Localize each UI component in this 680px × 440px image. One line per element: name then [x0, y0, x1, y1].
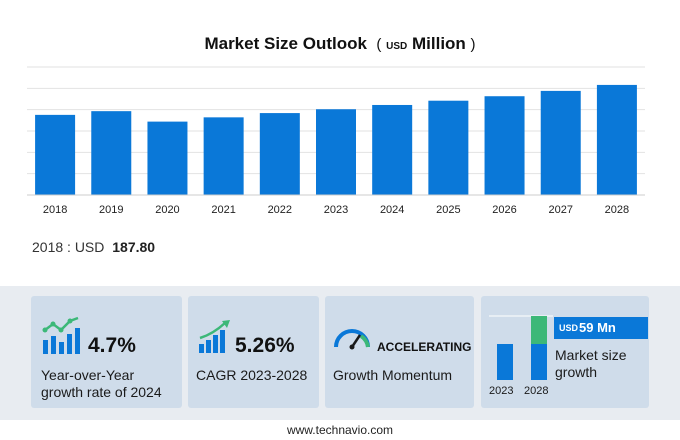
- base-year-label: 2018 : USD: [32, 239, 105, 255]
- cagr-value: 5.26%: [235, 334, 295, 357]
- growth-label-line2: growth: [555, 364, 598, 380]
- x-tick-label-2020: 2020: [155, 204, 179, 216]
- x-tick-label-2023: 2023: [324, 204, 348, 216]
- title-close-paren: ): [470, 36, 476, 53]
- footer-url: www.technavio.com: [286, 423, 394, 437]
- growth-chart-icon: [42, 316, 80, 354]
- momentum-label: Growth Momentum: [333, 367, 453, 383]
- x-tick-label-2019: 2019: [99, 204, 123, 216]
- growth-label-line1: Market size: [555, 347, 627, 363]
- speedometer-icon: [334, 329, 370, 350]
- bar-2025: [428, 100, 469, 195]
- bar-2024: [372, 104, 413, 195]
- cagr-growth-icon: [199, 320, 230, 353]
- growth-year-b: 2028: [524, 385, 549, 397]
- chart-title: Market Size Outlook ( USD Million ): [0, 34, 680, 54]
- bar-2028: [596, 84, 637, 195]
- badge-usd: USD: [559, 323, 579, 333]
- x-tick-label-2028: 2028: [605, 204, 629, 216]
- growth-year-a: 2023: [489, 385, 514, 397]
- bar-2023: [316, 109, 356, 195]
- base-year-value: 2018 : USD 187.80: [32, 239, 155, 255]
- cagr-label: CAGR 2023-2028: [196, 367, 308, 383]
- bar-2021: [203, 117, 244, 195]
- x-tick-label-2025: 2025: [436, 204, 460, 216]
- x-tick-label-2024: 2024: [380, 204, 404, 216]
- bar-2019: [91, 111, 132, 195]
- bar-2020: [147, 121, 188, 195]
- x-tick-label-2021: 2021: [211, 204, 235, 216]
- bar-2018: [35, 114, 76, 195]
- title-usd: USD: [386, 41, 408, 52]
- x-tick-label-2022: 2022: [268, 204, 292, 216]
- momentum-value: ACCELERATING: [377, 340, 472, 354]
- title-main: Market Size Outlook: [204, 34, 367, 53]
- growth-bars-mini: [489, 315, 553, 380]
- bar-2022: [259, 113, 300, 195]
- x-tick-label-2018: 2018: [43, 204, 67, 216]
- title-unit: Million: [411, 34, 466, 53]
- base-year-amount: 187.80: [112, 239, 156, 255]
- card-growth-momentum: ACCELERATING Growth Momentum: [325, 296, 474, 408]
- yoy-value: 4.7%: [88, 334, 136, 357]
- card-yoy-growth: 4.7% Year-over-Year growth rate of 2024: [31, 296, 182, 408]
- badge-value: 59 Mn: [579, 320, 616, 335]
- growth-badge: USD 59 Mn: [554, 317, 648, 339]
- title-open-paren: (: [376, 36, 382, 53]
- yoy-label-line1: Year-over-Year: [41, 367, 135, 383]
- x-tick-label-2026: 2026: [492, 204, 516, 216]
- bar-2027: [540, 90, 581, 195]
- yoy-label-line2: growth rate of 2024: [41, 384, 162, 400]
- bar-2026: [484, 96, 525, 195]
- card-market-growth: USD 59 Mn Market size growth 2023 2028: [481, 296, 649, 408]
- bar-chart: 2018 2019 2020 2021 2022 2023 2024 2025 2026 2027…: [27, 66, 645, 216]
- x-tick-label-2027: 2027: [548, 204, 572, 216]
- card-cagr: 5.26% CAGR 2023-2028: [188, 296, 319, 408]
